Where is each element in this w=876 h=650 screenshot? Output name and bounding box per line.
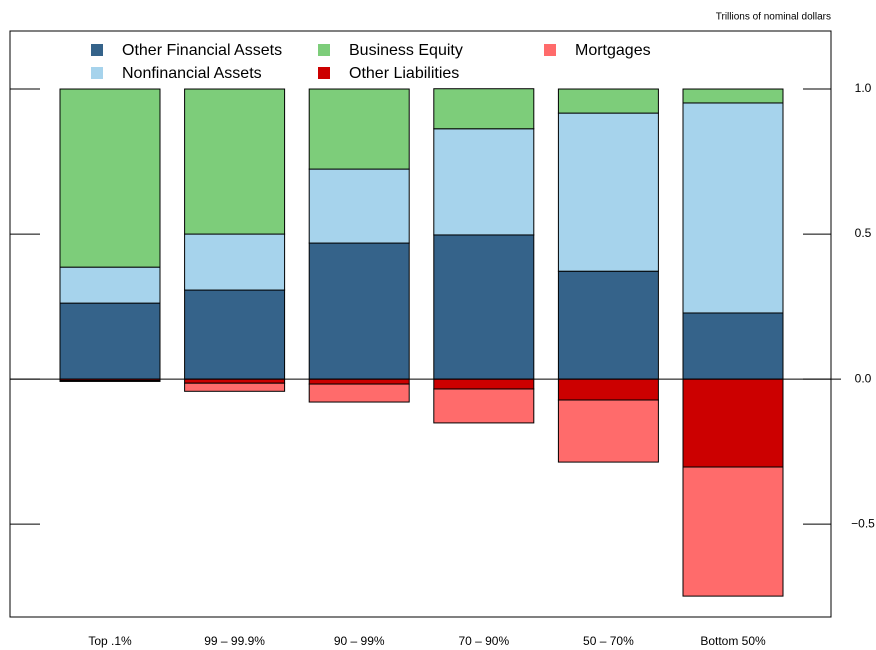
x-tick-label: 90 – 99% bbox=[334, 634, 385, 648]
legend-swatch bbox=[91, 67, 103, 79]
bar-segment bbox=[308, 383, 410, 403]
bar-segment bbox=[184, 88, 286, 235]
bar-segment bbox=[308, 88, 410, 170]
bar-segment bbox=[433, 88, 535, 130]
bar-segment bbox=[184, 378, 286, 384]
legend-swatch bbox=[318, 44, 330, 56]
x-tick-label: Top .1% bbox=[88, 634, 132, 648]
bar-segment bbox=[433, 128, 535, 236]
bar-segment bbox=[59, 302, 161, 380]
bar-segment bbox=[557, 112, 659, 272]
bar-segment bbox=[682, 312, 784, 380]
bar-segment bbox=[682, 88, 784, 104]
bar-segment bbox=[682, 466, 784, 597]
x-tick-label: 99 – 99.9% bbox=[204, 634, 265, 648]
x-tick-label: 70 – 90% bbox=[458, 634, 509, 648]
bar-segment bbox=[557, 270, 659, 380]
axis-label: Trillions of nominal dollars bbox=[716, 12, 831, 23]
y-tick-label: 0.5 bbox=[855, 226, 872, 240]
plot-frame bbox=[9, 30, 832, 618]
legend-label: Other Liabilities bbox=[349, 65, 459, 82]
bar-segment bbox=[184, 289, 286, 380]
bar-segment bbox=[682, 102, 784, 314]
bar-segment bbox=[433, 234, 535, 380]
legend-swatch bbox=[544, 44, 556, 56]
legend-swatch bbox=[318, 67, 330, 79]
y-tick-label: −0.5 bbox=[851, 516, 875, 530]
x-tick-label: Bottom 50% bbox=[700, 634, 766, 648]
bar-segment bbox=[308, 242, 410, 380]
bar-segment bbox=[682, 378, 784, 468]
bar-segment bbox=[59, 266, 161, 304]
bar-segment bbox=[184, 233, 286, 291]
bar-segment bbox=[184, 382, 286, 392]
legend-label: Nonfinancial Assets bbox=[122, 65, 262, 82]
bar-segment bbox=[433, 378, 535, 390]
bar-segment bbox=[433, 388, 535, 424]
legend-swatch bbox=[91, 44, 103, 56]
y-tick-label: 1.0 bbox=[855, 81, 872, 95]
x-tick-label: 50 – 70% bbox=[583, 634, 634, 648]
bar-segment bbox=[557, 399, 659, 463]
y-tick-label: 0.0 bbox=[855, 371, 872, 385]
bar-segment bbox=[557, 378, 659, 401]
bar-segment bbox=[308, 378, 410, 385]
legend-label: Business Equity bbox=[349, 42, 463, 59]
bar-segment bbox=[59, 380, 161, 382]
bar-segment bbox=[59, 88, 161, 268]
legend-label: Other Financial Assets bbox=[122, 42, 282, 59]
legend-label: Mortgages bbox=[575, 42, 651, 59]
bar-segment bbox=[557, 88, 659, 114]
bar-segment bbox=[308, 168, 410, 244]
